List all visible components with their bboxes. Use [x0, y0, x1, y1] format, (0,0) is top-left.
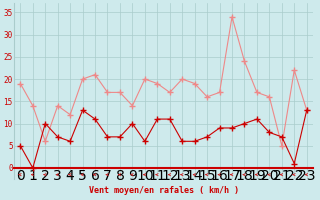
- X-axis label: Vent moyen/en rafales ( km/h ): Vent moyen/en rafales ( km/h ): [89, 186, 238, 195]
